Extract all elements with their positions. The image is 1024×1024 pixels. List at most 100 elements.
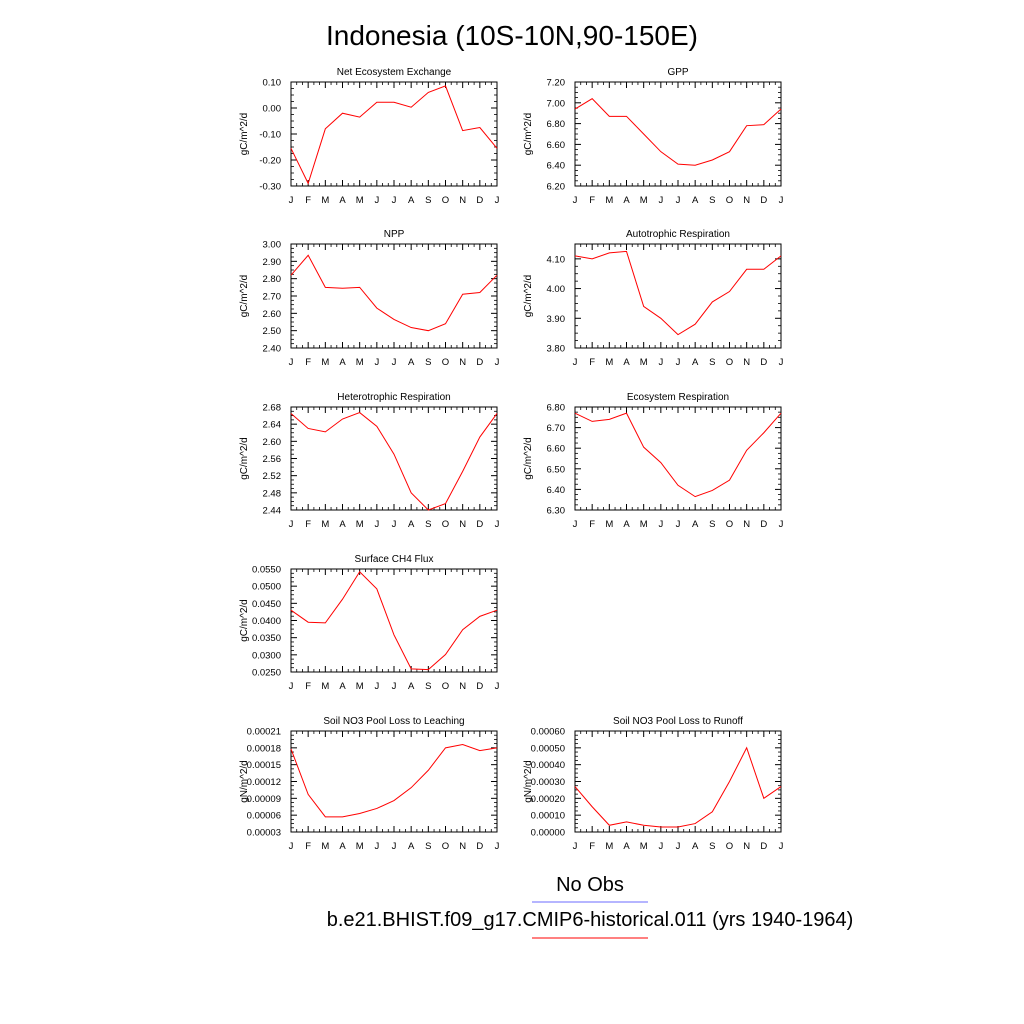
y-tick-label: 6.50 (547, 464, 566, 475)
y-tick-label: 0.00000 (531, 828, 565, 839)
y-tick-label: -0.10 (259, 130, 281, 141)
y-axis-label: gC/m^2/d (239, 275, 250, 318)
series-line (574, 98, 782, 166)
x-tick-label: J (573, 357, 578, 368)
x-tick-label: J (289, 841, 294, 852)
chart-title: Heterotrophic Respiration (337, 392, 450, 403)
y-tick-label: 0.00012 (247, 777, 281, 788)
x-tick-label: F (589, 841, 595, 852)
y-tick-label: 0.00021 (247, 727, 281, 738)
x-tick-label: N (743, 841, 750, 852)
y-tick-label: 0.00003 (247, 828, 281, 839)
x-tick-label: J (658, 841, 663, 852)
x-tick-label: M (640, 357, 648, 368)
x-tick-label: J (779, 841, 784, 852)
y-tick-label: 6.70 (547, 423, 566, 434)
y-tick-label: 3.80 (547, 344, 566, 355)
y-tick-label: 0.00009 (247, 794, 281, 805)
x-tick-label: J (392, 357, 397, 368)
chart-title: Autotrophic Respiration (626, 229, 730, 240)
x-tick-label: J (573, 519, 578, 530)
x-tick-label: O (726, 519, 733, 530)
x-tick-label: J (779, 357, 784, 368)
y-tick-label: 2.40 (263, 344, 282, 355)
x-tick-label: D (760, 357, 767, 368)
y-tick-label: 3.90 (547, 314, 566, 325)
x-tick-label: D (476, 681, 483, 692)
y-tick-label: 6.30 (547, 506, 566, 517)
chart-title: Soil NO3 Pool Loss to Leaching (323, 716, 464, 727)
y-tick-label: 0.00040 (531, 760, 565, 771)
y-tick-label: 6.80 (547, 119, 566, 130)
series-line (290, 254, 498, 332)
x-tick-label: S (709, 841, 715, 852)
x-tick-label: O (442, 195, 449, 206)
series-line (574, 412, 782, 498)
x-tick-label: J (573, 841, 578, 852)
y-tick-label: -0.20 (259, 156, 281, 167)
y-tick-label: 6.40 (547, 485, 566, 496)
y-tick-label: 2.60 (263, 309, 282, 320)
x-tick-label: J (392, 841, 397, 852)
x-tick-label: S (425, 519, 431, 530)
y-tick-label: 6.60 (547, 140, 566, 151)
y-tick-label: -0.30 (259, 182, 281, 193)
y-tick-label: 2.48 (263, 488, 282, 499)
y-axis-label: gC/m^2/d (239, 599, 250, 642)
x-tick-label: M (356, 519, 364, 530)
y-tick-label: 6.80 (547, 403, 566, 414)
x-tick-label: D (760, 519, 767, 530)
y-axis-label: gC/m^2/d (523, 113, 534, 156)
y-tick-label: 2.80 (263, 274, 282, 285)
x-tick-label: D (476, 357, 483, 368)
x-tick-label: J (495, 195, 500, 206)
series-line (290, 570, 498, 671)
x-tick-label: J (676, 841, 681, 852)
y-axis-label: gC/m^2/d (523, 275, 534, 318)
x-tick-label: O (726, 195, 733, 206)
x-tick-label: S (425, 681, 431, 692)
y-tick-label: 4.00 (547, 284, 566, 295)
x-tick-label: J (289, 681, 294, 692)
x-tick-label: J (289, 195, 294, 206)
y-tick-label: 2.44 (263, 506, 282, 517)
x-tick-label: A (692, 195, 699, 206)
y-axis-label: gC/m^2/d (239, 113, 250, 156)
x-tick-label: F (589, 357, 595, 368)
x-tick-label: M (356, 841, 364, 852)
x-tick-label: M (321, 681, 329, 692)
x-tick-label: J (573, 195, 578, 206)
y-tick-label: 7.20 (547, 78, 566, 89)
y-tick-label: 2.68 (263, 403, 282, 414)
y-tick-label: 0.0500 (252, 582, 281, 593)
x-tick-label: F (589, 195, 595, 206)
x-tick-label: F (305, 195, 311, 206)
x-tick-label: J (374, 357, 379, 368)
x-tick-label: J (374, 841, 379, 852)
x-tick-label: J (658, 519, 663, 530)
y-tick-label: 0.00060 (531, 727, 565, 738)
x-tick-label: J (495, 357, 500, 368)
x-tick-label: A (339, 841, 346, 852)
y-tick-label: 0.00050 (531, 743, 565, 754)
x-tick-label: D (760, 195, 767, 206)
x-tick-label: N (743, 519, 750, 530)
x-tick-label: A (339, 681, 346, 692)
chart-title: GPP (667, 67, 688, 78)
x-tick-label: J (374, 681, 379, 692)
y-tick-label: 0.00020 (531, 794, 565, 805)
y-tick-label: 0.00 (263, 104, 282, 115)
y-tick-label: 2.90 (263, 257, 282, 268)
x-tick-label: J (676, 519, 681, 530)
y-tick-label: 2.56 (263, 454, 282, 465)
x-tick-label: J (289, 357, 294, 368)
x-tick-label: M (640, 841, 648, 852)
y-axis-label: gN/m^2/d (523, 760, 534, 803)
y-tick-label: 6.20 (547, 182, 566, 193)
x-tick-label: J (658, 195, 663, 206)
